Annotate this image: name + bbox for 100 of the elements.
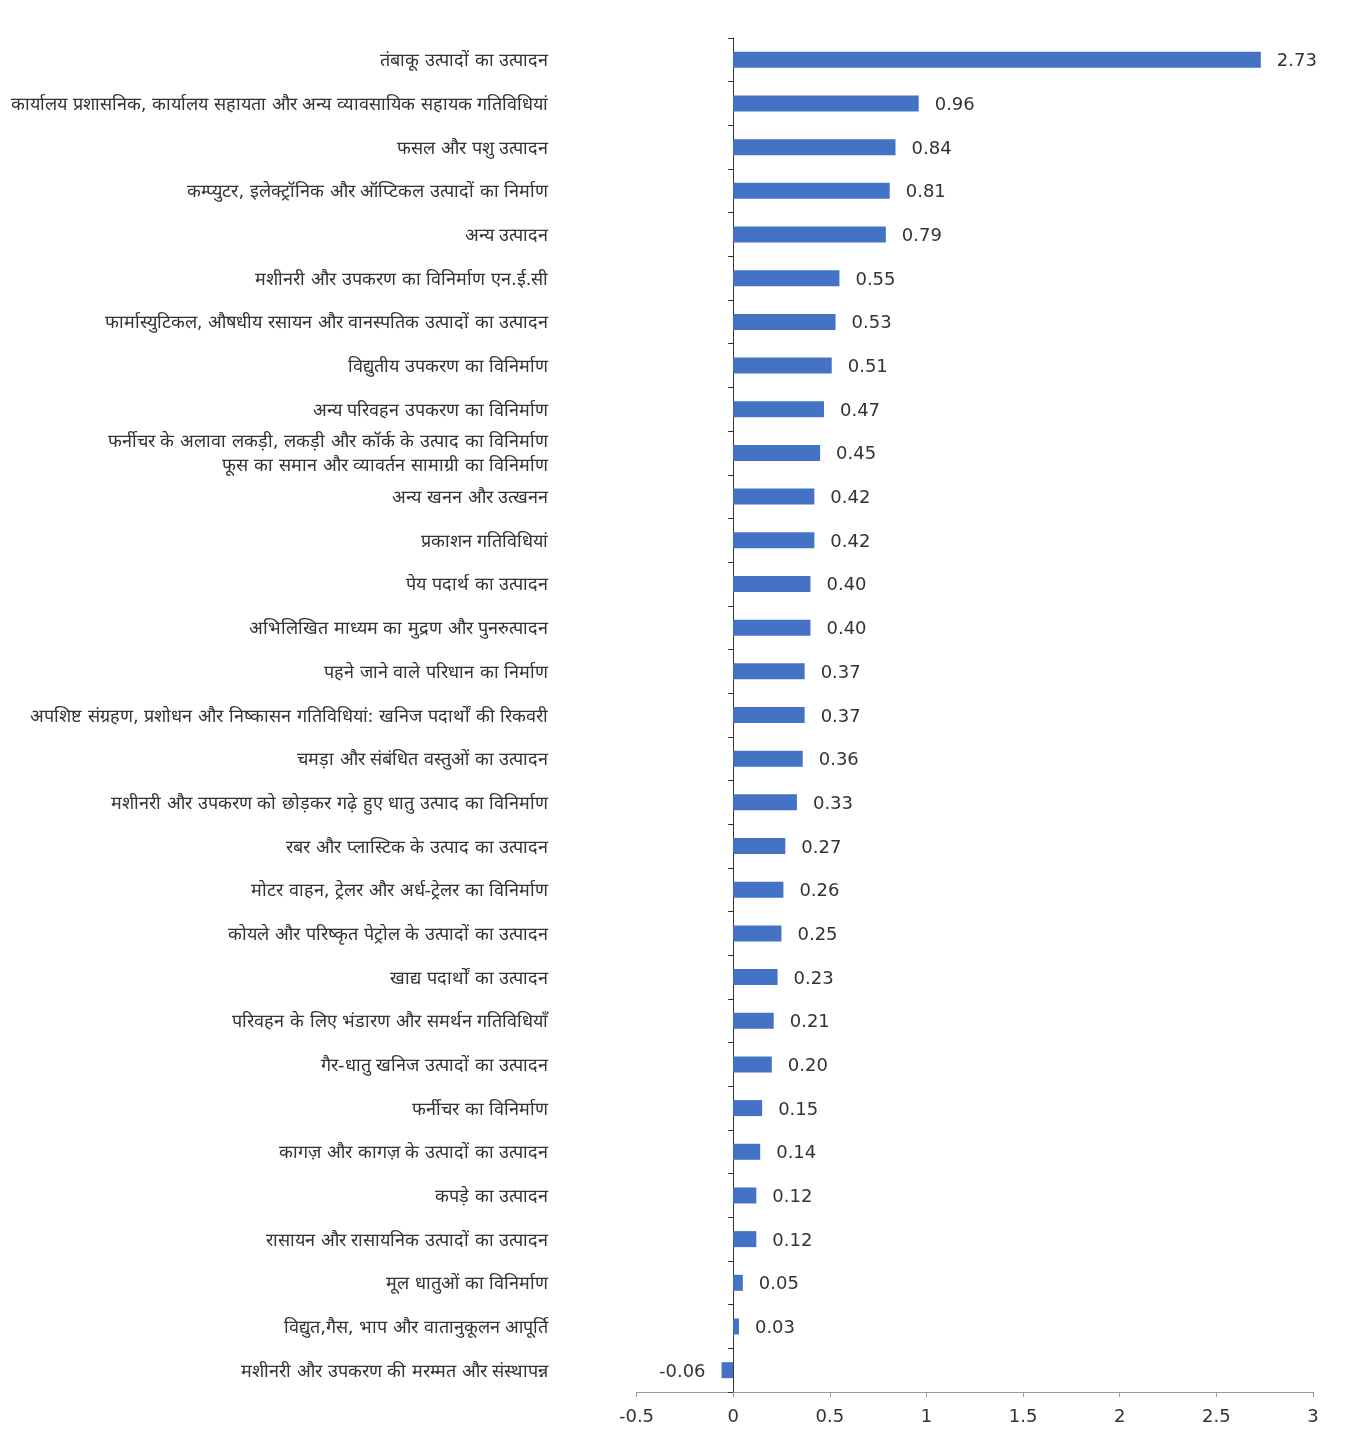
data-label: 0.51 [847,355,888,377]
y-tick-label: पहने जाने वाले परिधान का निर्माण [323,660,550,682]
y-tick-label: अन्य खनन और उत्खनन [392,486,550,508]
y-tick-label: कोयले और परिष्कृत पेट्रोल के उत्पादों का उत्पादन [228,922,550,945]
y-tick-label: पेय पदार्थ का उत्पादन [406,573,550,595]
bar [733,1231,757,1248]
bar [721,1362,734,1379]
data-label: 0.23 [793,966,834,988]
y-tick-label: अपशिष्ट संग्रहण, प्रशोधन और निष्कासन गतिविधियां: खनिज पदार्थों की रिकवरी [30,704,549,726]
data-label: 0.42 [830,529,871,551]
bar [733,1318,739,1335]
data-label: 0.26 [799,879,840,901]
bar [733,182,890,199]
x-tick-label: 1.5 [1008,1404,1038,1426]
y-tick-label: कागज़ और कागज़ के उत्पादों का उत्पादन [279,1141,550,1163]
x-tick-label: -0.5 [618,1404,655,1426]
y-tick-label: अन्य परिवहन उपकरण का विनिर्माण [312,398,550,420]
bar [733,51,1261,68]
y-tick-label: मशीनरी और उपकरण का विनिर्माण एन.ई.सी [255,267,549,289]
data-label: 0.33 [812,791,853,813]
y-tick-label: कार्यालय प्रशासनिक, कार्यालय सहायता और अन्य व्यावसायिक सहायक गतिविधियां [11,93,549,115]
y-tick-label: अभिलिखित माध्यम का मुद्रण और पुनरुत्पादन [248,617,550,640]
data-label: 0.25 [797,922,838,944]
data-label: 0.79 [901,224,942,246]
data-label: 0.37 [820,660,861,682]
data-label: 0.42 [830,486,871,508]
y-tick-label: फर्नीचर के अलावा लकड़ी, लकड़ी और कॉर्क के उत्पाद का विनिर्माण फूस का समान और व्यावर्तन सामाग्री का विनिर्माण [107,430,550,477]
data-label: 0.20 [787,1053,828,1075]
y-tick-label: तंबाकू उत्पादों का उत्पादन [380,49,550,72]
data-label: 0.55 [855,267,896,289]
data-label: 0.37 [820,704,861,726]
y-tick-label: फर्नीचर का विनिर्माण [412,1097,550,1119]
bar [733,532,815,549]
data-label: 0.96 [934,93,975,115]
bar [733,925,782,942]
data-label: 0.15 [778,1097,819,1119]
data-label: 0.81 [905,180,946,202]
data-label: 0.53 [851,311,892,333]
x-tick-label: 1 [920,1404,933,1426]
y-tick-label: मशीनरी और उपकरण की मरम्मत और संस्थापन्न [241,1359,550,1381]
bar [733,226,886,243]
data-label: 0.84 [911,136,952,158]
y-tick-label: अन्य उत्पादन [464,224,550,246]
data-label: 0.05 [758,1272,799,1294]
y-tick-label: मोटर वाहन, ट्रेलर और अर्ध-ट्रेलर का विनिर्माण [250,879,550,901]
data-label: 0.12 [772,1184,813,1206]
y-tick-label: चमड़ा और संबंधित वस्तुओं का उत्पादन [296,748,550,771]
bar [733,1143,761,1160]
x-tick-label: 0.5 [815,1404,845,1426]
data-label: 0.12 [772,1228,813,1250]
x-tick-label: 2 [1113,1404,1126,1426]
y-tick-label: विद्युतीय उपकरण का विनिर्माण [348,355,550,378]
bar [733,1187,757,1204]
y-tick-label: मूल धातुओं का विनिर्माण [386,1272,550,1295]
y-tick-label: गैर-धातु खनिज उत्पादों का उत्पादन [321,1053,550,1076]
bar [733,1056,772,1073]
bar [733,707,805,723]
y-tick-label: कपड़े का उत्पादन [435,1184,550,1206]
y-tick-label: रासायन और रासायनिक उत्पादों का उत्पादन [265,1228,550,1250]
bar [733,1274,743,1291]
data-label: 0.40 [826,573,867,595]
data-label: 0.27 [801,835,842,857]
bar [733,95,919,112]
bar [733,313,836,330]
y-tick-label: परिवहन के लिए भंडारण और समर्थन गतिविधियाँ [232,1010,550,1032]
bar [733,881,784,898]
data-label: 0.36 [818,748,859,770]
x-tick-label: 2.5 [1202,1404,1231,1426]
bar [733,619,811,636]
data-label: 2.73 [1276,49,1317,71]
data-label: -0.06 [658,1359,706,1381]
y-tick-label: फसल और पशु उत्पादन [397,136,550,159]
bar [733,663,805,680]
y-tick-label: फार्मास्युटिकल, औषधीय रसायन और वानस्पतिक उत्पादों का उत्पादन [104,311,550,334]
bar [733,444,821,461]
data-label: 0.47 [839,398,881,420]
bar [733,794,797,811]
bar [733,1100,763,1117]
data-label: 0.40 [826,617,867,639]
y-tick-label: विद्युत,गैस, भाप और वातानुकूलन आपूर्ति [284,1315,550,1338]
bar [733,139,896,156]
bar [733,969,778,986]
bar [733,750,803,767]
y-tick-label: रबर और प्लास्टिक के उत्पाद का उत्पादन [286,835,550,857]
y-tick-label: खाद्य पदार्थों का उत्पादन [390,966,550,988]
bar [733,270,840,287]
y-tick-label: प्रकाशन गतिविधियां [420,529,549,551]
data-label: 0.45 [836,442,877,464]
x-tick-label: 0 [727,1404,739,1426]
y-tick-label: कम्प्युटर, इलेक्ट्रॉनिक और ऑप्टिकल उत्पादों का निर्माण [187,180,550,203]
bar [733,401,824,418]
x-tick-label: 3 [1307,1404,1319,1426]
bar [733,575,811,592]
bar [733,488,815,505]
bar [733,838,786,855]
y-tick-label: मशीनरी और उपकरण को छोड़कर गढ़े हुए धातु उत्पाद का विनिर्माण [111,791,550,815]
data-label: 0.14 [776,1141,817,1163]
data-label: 0.21 [789,1010,830,1032]
bar [733,1012,774,1029]
data-label: 0.03 [754,1315,796,1337]
